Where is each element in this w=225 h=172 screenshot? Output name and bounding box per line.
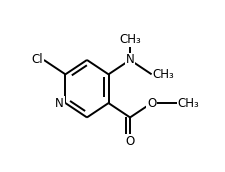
Text: CH₃: CH₃ bbox=[119, 33, 140, 46]
Text: Cl: Cl bbox=[31, 53, 43, 66]
Text: N: N bbox=[55, 96, 64, 110]
Text: N: N bbox=[125, 53, 134, 66]
Text: O: O bbox=[146, 96, 155, 110]
Text: O: O bbox=[125, 135, 134, 148]
Text: CH₃: CH₃ bbox=[152, 68, 174, 81]
Text: CH₃: CH₃ bbox=[177, 96, 198, 110]
